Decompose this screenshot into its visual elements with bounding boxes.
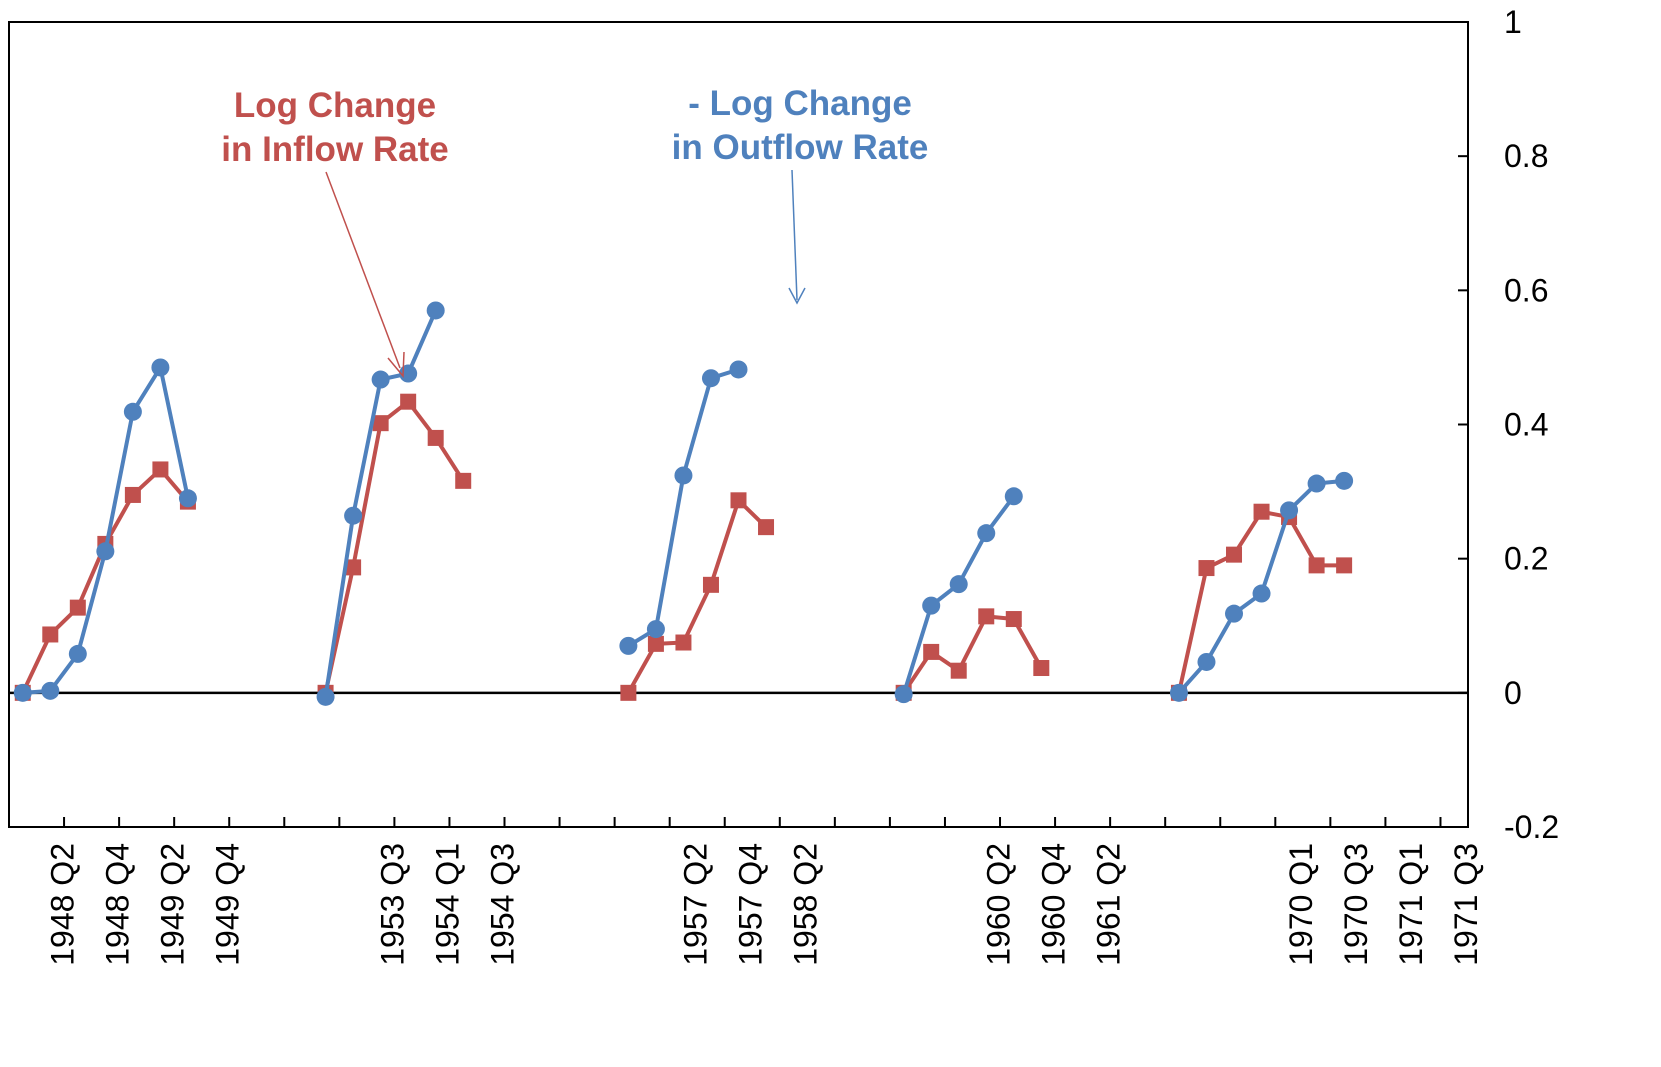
inflow-point bbox=[620, 684, 637, 701]
x-tick-label: 1949 Q2 bbox=[154, 843, 190, 966]
outflow-point bbox=[1335, 471, 1354, 490]
outflow-series-line bbox=[627, 367, 740, 648]
outflow-point bbox=[1252, 584, 1271, 603]
inflow-point bbox=[455, 472, 472, 489]
x-tick-label: 1957 Q4 bbox=[733, 843, 769, 966]
inflow-point bbox=[1198, 560, 1215, 577]
inflow-point bbox=[1033, 660, 1050, 677]
x-tick-label: 1948 Q4 bbox=[99, 843, 135, 966]
outflow-series-line bbox=[323, 309, 438, 698]
inflow-point bbox=[1308, 557, 1325, 574]
inflow-arrowhead bbox=[387, 351, 405, 378]
outflow-point bbox=[371, 370, 390, 389]
outflow-point bbox=[619, 636, 638, 655]
y-tick-label: 1 bbox=[1504, 4, 1522, 40]
outflow-point bbox=[151, 358, 170, 377]
inflow-annotation: Log Change in Inflow Rate bbox=[185, 84, 485, 172]
x-tick-label: 1953 Q3 bbox=[375, 843, 411, 966]
inflow-series-line bbox=[626, 498, 768, 694]
inflow-point bbox=[1253, 503, 1270, 520]
x-tick-label: 1948 Q2 bbox=[44, 843, 80, 966]
inflow-point bbox=[372, 415, 389, 432]
inflow-point bbox=[42, 626, 59, 643]
inflow-point bbox=[1226, 546, 1243, 563]
outflow-point bbox=[96, 542, 115, 561]
y-tick-label: 0 bbox=[1504, 675, 1522, 711]
inflow-point bbox=[124, 486, 141, 503]
inflow-point bbox=[152, 461, 169, 478]
x-tick-label: 1954 Q1 bbox=[430, 843, 466, 966]
outflow-annotation-line-1: - Log Change bbox=[688, 84, 912, 123]
outflow-point bbox=[1307, 474, 1326, 493]
outflow-annotation-line-2: in Outflow Rate bbox=[671, 128, 929, 167]
outflow-arrow bbox=[791, 169, 798, 301]
inflow-point bbox=[345, 559, 362, 576]
inflow-point bbox=[1336, 557, 1353, 574]
outflow-point bbox=[729, 360, 748, 379]
outflow-point bbox=[646, 620, 665, 639]
y-tick-label: -0.2 bbox=[1504, 809, 1559, 845]
inflow-point bbox=[647, 635, 664, 652]
x-tick-label: 1970 Q3 bbox=[1338, 843, 1374, 966]
x-tick-label: 1971 Q1 bbox=[1393, 843, 1429, 966]
outflow-point bbox=[674, 466, 693, 485]
inflow-point bbox=[702, 576, 719, 593]
inflow-point bbox=[427, 429, 444, 446]
x-tick-label: 1961 Q2 bbox=[1090, 843, 1126, 966]
outflow-point bbox=[344, 506, 363, 525]
inflow-point bbox=[978, 608, 995, 625]
inflow-annotation-line-2: in Inflow Rate bbox=[221, 130, 449, 169]
inflow-point bbox=[950, 662, 967, 679]
outflow-point bbox=[426, 301, 445, 320]
inflow-annotation-line-1: Log Change bbox=[233, 86, 437, 125]
outflow-point bbox=[1169, 683, 1188, 702]
outflow-point bbox=[1004, 487, 1023, 506]
outflow-point bbox=[178, 489, 197, 508]
inflow-point bbox=[675, 634, 692, 651]
x-tick-label: 1957 Q2 bbox=[677, 843, 713, 966]
outflow-arrowhead bbox=[788, 287, 806, 305]
inflow-point bbox=[69, 599, 86, 616]
outflow-point bbox=[1225, 604, 1244, 623]
x-tick-label: 1970 Q1 bbox=[1283, 843, 1319, 966]
outflow-point bbox=[13, 683, 32, 702]
x-tick-label: 1960 Q2 bbox=[980, 843, 1016, 966]
inflow-point bbox=[400, 393, 417, 410]
outflow-point bbox=[1280, 501, 1299, 520]
x-tick-label: 1971 Q3 bbox=[1448, 843, 1484, 966]
y-tick-label: 0.2 bbox=[1504, 541, 1548, 577]
x-tick-label: 1958 Q2 bbox=[788, 843, 824, 966]
inflow-point bbox=[1005, 611, 1022, 628]
outflow-point bbox=[894, 685, 913, 704]
outflow-annotation: - Log Change in Outflow Rate bbox=[640, 82, 960, 170]
inflow-series-line bbox=[20, 467, 190, 694]
outflow-point bbox=[701, 369, 720, 388]
outflow-point bbox=[922, 596, 941, 615]
inflow-arrow bbox=[325, 171, 401, 369]
outflow-point bbox=[41, 681, 60, 700]
inflow-point bbox=[923, 643, 940, 660]
outflow-point bbox=[123, 402, 142, 421]
x-tick-label: 1960 Q4 bbox=[1035, 843, 1071, 966]
y-tick-label: 0.8 bbox=[1504, 138, 1548, 174]
outflow-point bbox=[1197, 652, 1216, 671]
inflow-point bbox=[758, 519, 775, 536]
outflow-point bbox=[68, 644, 87, 663]
outflow-point bbox=[949, 575, 968, 594]
outflow-point bbox=[977, 524, 996, 543]
x-tick-label: 1954 Q3 bbox=[485, 843, 521, 966]
outflow-point bbox=[316, 687, 335, 706]
x-tick-label: 1949 Q4 bbox=[209, 843, 245, 966]
y-tick-label: 0.6 bbox=[1504, 272, 1548, 308]
y-tick-label: 0.4 bbox=[1504, 407, 1548, 443]
inflow-point bbox=[730, 492, 747, 509]
